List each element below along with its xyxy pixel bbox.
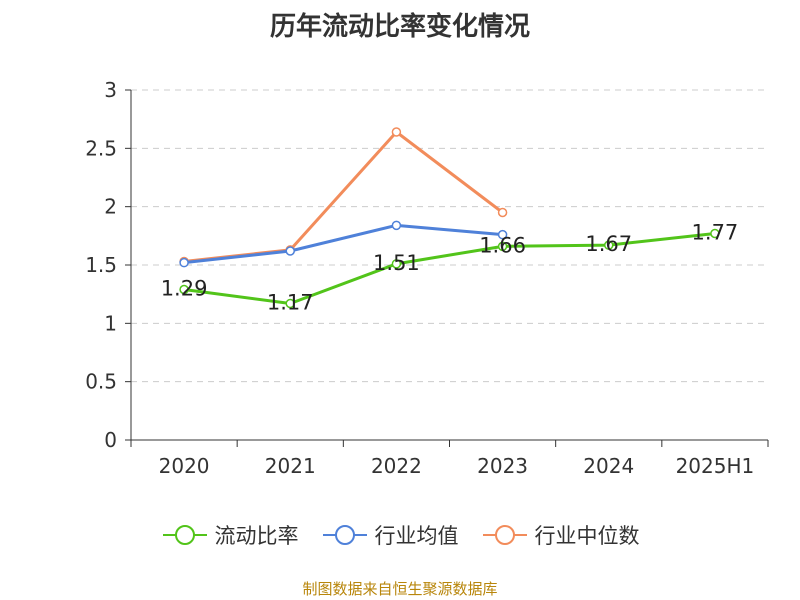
data-point	[391, 220, 402, 231]
x-tick-label: 2020	[159, 454, 210, 478]
data-point	[179, 284, 189, 295]
data-point	[497, 229, 508, 240]
legend-label-industry-median: 行业中位数	[534, 524, 640, 548]
y-tick-label: 1	[104, 311, 117, 335]
legend-label-current-ratio: 流动比率	[214, 524, 299, 548]
y-tick-label: 2.5	[85, 136, 117, 160]
series-line	[183, 130, 504, 263]
legend-item-current-ratio[interactable]: 流动比率	[161, 520, 299, 550]
data-point	[179, 257, 189, 268]
data-point	[710, 228, 720, 239]
data-point	[497, 207, 508, 218]
data-point	[285, 298, 295, 309]
y-tick-label: 0.5	[85, 370, 117, 394]
x-tick-label: 2022	[371, 454, 422, 478]
data-point	[497, 241, 508, 252]
data-label: 1.67	[585, 232, 632, 256]
x-tick-label: 2025H1	[676, 454, 755, 478]
legend-symbol-industry-mean	[322, 525, 367, 545]
y-tick-label: 0	[104, 428, 117, 452]
y-tick-label: 1.5	[85, 253, 117, 277]
series-line	[183, 232, 716, 305]
legend: 流动比率 行业均值 行业中位数	[0, 520, 800, 550]
data-label: 1.51	[373, 251, 420, 275]
legend-symbol-current-ratio	[162, 525, 207, 545]
x-tick-label: 2023	[477, 454, 528, 478]
legend-item-industry-median[interactable]: 行业中位数	[481, 520, 640, 550]
legend-label-industry-mean: 行业均值	[374, 524, 459, 548]
y-tick-label: 3	[104, 78, 117, 102]
data-point	[285, 246, 295, 256]
data-label: 1.66	[479, 233, 526, 257]
legend-item-industry-mean[interactable]: 行业均值	[321, 520, 459, 550]
chart-title: 历年流动比率变化情况	[269, 12, 530, 42]
data-point	[604, 240, 614, 250]
x-tick-label: 2024	[583, 454, 634, 478]
source-note: 制图数据来自恒生聚源数据库	[302, 580, 498, 598]
y-tick-label: 2	[104, 195, 117, 219]
x-tick-label: 2021	[265, 454, 316, 478]
data-point	[391, 259, 402, 269]
series-line	[183, 223, 503, 265]
legend-symbol-industry-median	[482, 525, 527, 545]
data-point	[391, 127, 402, 137]
data-label: 1.17	[267, 291, 314, 315]
data-label: 1.29	[161, 277, 208, 301]
data-label: 1.77	[692, 221, 739, 245]
